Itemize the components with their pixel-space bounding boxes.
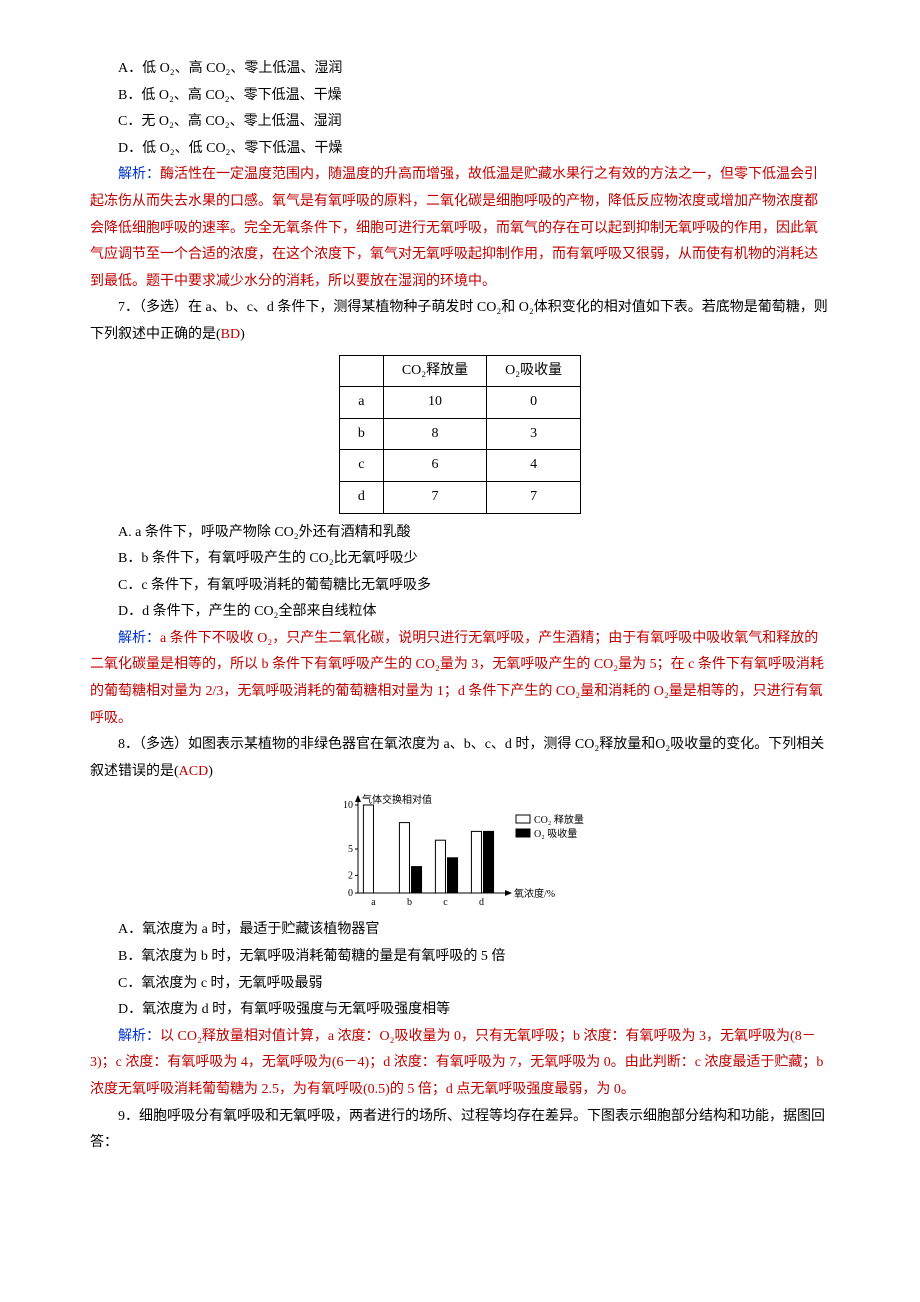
q7-stem-a: 7．（多选）在 a、b、c、d 条件下，测得某植物种子萌发时 CO₂和 O₂体积… (90, 300, 828, 342)
bar-chart-svg: 0 2 5 10 气体交换相对值氧浓度/% a b c d CO₂ 释放量O₂ 吸收量 (330, 791, 590, 911)
svg-text:2: 2 (348, 871, 353, 882)
table-row: d 7 7 (339, 481, 580, 513)
svg-text:0: 0 (348, 888, 353, 899)
q8-exp-body: 以 CO₂释放量相对值计算，a 浓度：O₂吸收量为 0，只有无氧呼吸；b 浓度：… (90, 1029, 823, 1097)
th-co2: CO₂释放量 (383, 355, 486, 387)
q8-option-c: C．氧浓度为 c 时，无氧呼吸最弱 (90, 971, 830, 998)
svg-text:a: a (371, 897, 376, 908)
table-row: b 8 3 (339, 418, 580, 450)
q7-table: CO₂释放量 O₂吸收量 a 10 0 b 8 3 c 6 4 d 7 7 (339, 355, 581, 514)
q6-exp-body: 酶活性在一定温度范围内，随温度的升高而增强，故低温是贮藏水果行之有效的方法之一，… (90, 167, 818, 288)
q7-stem: 7．（多选）在 a、b、c、d 条件下，测得某植物种子萌发时 CO₂和 O₂体积… (90, 295, 830, 348)
q7-exp-body: a 条件下不吸收 O₂，只产生二氧化碳，说明只进行无氧呼吸，产生酒精；由于有氧呼… (90, 631, 824, 726)
q7-option-b: B．b 条件下，有氧呼吸产生的 CO₂比无氧呼吸少 (90, 546, 830, 573)
svg-text:d: d (479, 897, 484, 908)
q6-explanation: 解析：酶活性在一定温度范围内，随温度的升高而增强，故低温是贮藏水果行之有效的方法… (90, 162, 830, 295)
cell: b (339, 418, 383, 450)
q7-answer: BD (221, 327, 240, 342)
q7-exp-label: 解析： (118, 631, 160, 646)
svg-text:b: b (407, 897, 412, 908)
table-header-row: CO₂释放量 O₂吸收量 (339, 355, 580, 387)
svg-text:5: 5 (348, 844, 353, 855)
th-o2: O₂吸收量 (487, 355, 581, 387)
q8-explanation: 解析：以 CO₂释放量相对值计算，a 浓度：O₂吸收量为 0，只有无氧呼吸；b … (90, 1024, 830, 1104)
q8-exp-label: 解析： (118, 1029, 160, 1044)
cell: a (339, 387, 383, 419)
cell: 4 (487, 450, 581, 482)
q6-exp-label: 解析： (118, 167, 160, 182)
q7-option-a: A. a 条件下，呼吸产物除 CO₂外还有酒精和乳酸 (90, 520, 830, 547)
cell: 8 (383, 418, 486, 450)
q7-explanation: 解析：a 条件下不吸收 O₂，只产生二氧化碳，说明只进行无氧呼吸，产生酒精；由于… (90, 626, 830, 732)
table-row: a 10 0 (339, 387, 580, 419)
cell: 3 (487, 418, 581, 450)
cell: 0 (487, 387, 581, 419)
cell: d (339, 481, 383, 513)
q8-option-b: B．氧浓度为 b 时，无氧呼吸消耗葡萄糖的量是有氧呼吸的 5 倍 (90, 944, 830, 971)
q6-option-b: B．低 O₂、高 CO₂、零下低温、干燥 (90, 83, 830, 110)
cell: 7 (487, 481, 581, 513)
q6-option-d: D．低 O₂、低 CO₂、零下低温、干燥 (90, 136, 830, 163)
svg-text:氧浓度/%: 氧浓度/% (514, 887, 555, 900)
svg-text:O₂ 吸收量: O₂ 吸收量 (534, 827, 577, 840)
q7-stem-b: ) (240, 327, 245, 342)
svg-text:10: 10 (343, 800, 353, 811)
cell: 7 (383, 481, 486, 513)
cell: 10 (383, 387, 486, 419)
q8-chart: 0 2 5 10 气体交换相对值氧浓度/% a b c d CO₂ 释放量O₂ 吸收量 (90, 791, 830, 911)
q8-option-d: D．氧浓度为 d 时，有氧呼吸强度与无氧呼吸强度相等 (90, 997, 830, 1024)
q9-stem: 9．细胞呼吸分有氧呼吸和无氧呼吸，两者进行的场所、过程等均存在差异。下图表示细胞… (90, 1104, 830, 1157)
q8-answer: ACD (179, 764, 209, 779)
q6-option-a: A．低 O₂、高 CO₂、零上低温、湿润 (90, 56, 830, 83)
svg-text:气体交换相对值: 气体交换相对值 (362, 793, 432, 806)
table-row: c 6 4 (339, 450, 580, 482)
svg-text:CO₂ 释放量: CO₂ 释放量 (534, 813, 584, 826)
q8-stem-b: ) (208, 764, 213, 779)
th-blank (339, 355, 383, 387)
cell: c (339, 450, 383, 482)
q6-option-c: C．无 O₂、高 CO₂、零上低温、湿润 (90, 109, 830, 136)
q8-option-a: A．氧浓度为 a 时，最适于贮藏该植物器官 (90, 917, 830, 944)
svg-text:c: c (443, 897, 448, 908)
q8-stem: 8．（多选）如图表示某植物的非绿色器官在氧浓度为 a、b、c、d 时，测得 CO… (90, 732, 830, 785)
q7-option-c: C．c 条件下，有氧呼吸消耗的葡萄糖比无氧呼吸多 (90, 573, 830, 600)
q7-option-d: D．d 条件下，产生的 CO₂全部来自线粒体 (90, 599, 830, 626)
cell: 6 (383, 450, 486, 482)
